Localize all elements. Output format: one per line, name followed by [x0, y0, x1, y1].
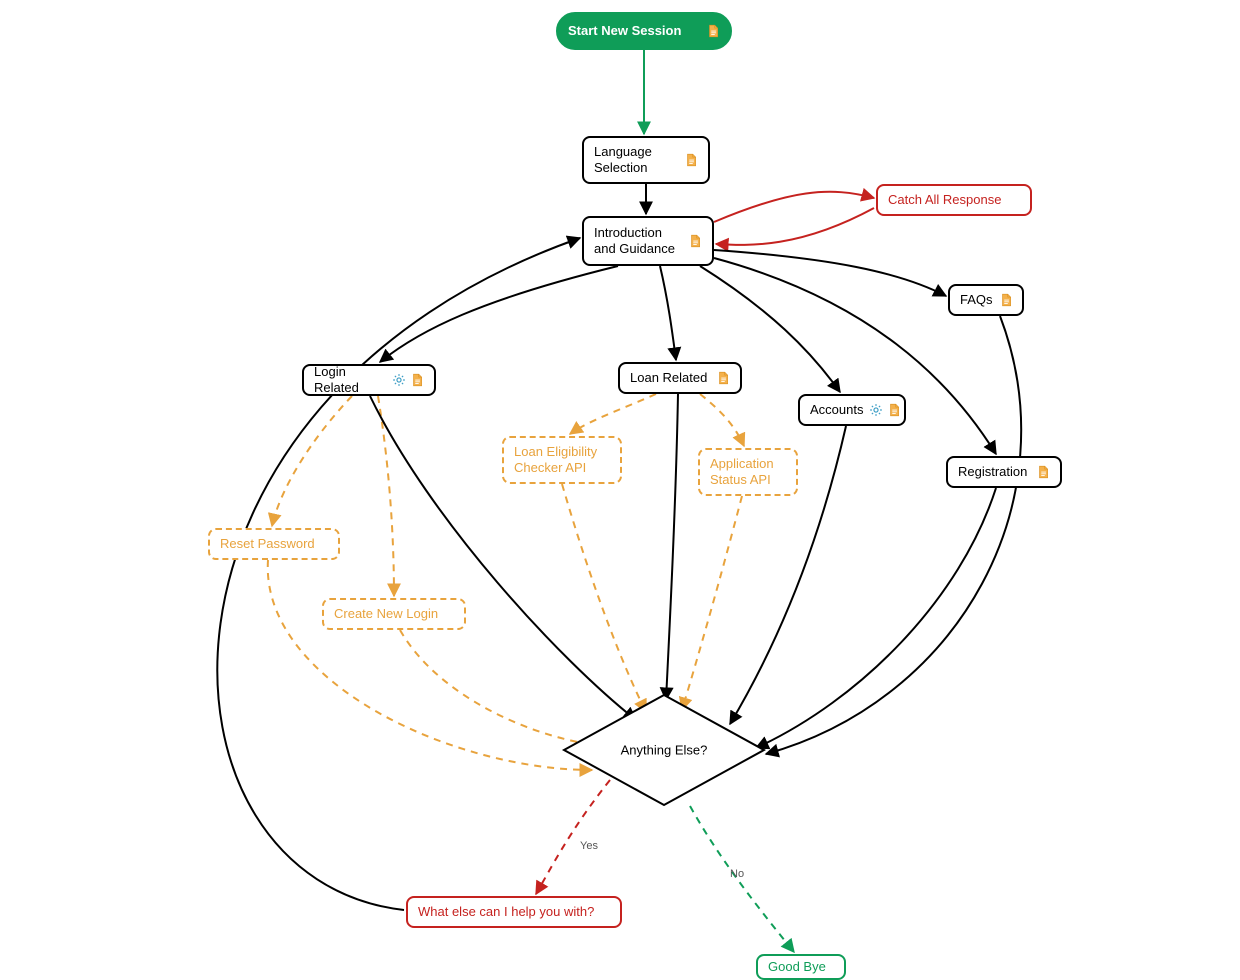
- edge-e3: [714, 192, 874, 222]
- edge-e14: [400, 630, 604, 746]
- doc-icon: [716, 371, 730, 385]
- edge-e3-back: [716, 208, 874, 245]
- node-label-loan: Loan Related: [630, 370, 710, 386]
- node-label-faqs: FAQs: [960, 292, 993, 308]
- node-appstatus[interactable]: ApplicationStatus API: [698, 448, 798, 496]
- gear-icon: [392, 373, 406, 387]
- node-icons-reg: [1036, 465, 1050, 479]
- node-lang[interactable]: LanguageSelection: [582, 136, 710, 184]
- node-catch[interactable]: Catch All Response: [876, 184, 1032, 216]
- doc-icon: [410, 373, 424, 387]
- node-icons-start: [706, 24, 720, 38]
- edge-label-e22: Yes: [580, 840, 598, 852]
- doc-icon: [688, 234, 702, 248]
- node-accounts[interactable]: Accounts: [798, 394, 906, 426]
- edge-e18: [666, 394, 678, 700]
- node-label-lang: LanguageSelection: [594, 144, 678, 177]
- doc-icon: [999, 293, 1013, 307]
- node-label-newlogin: Create New Login: [334, 606, 454, 622]
- edge-e22: [536, 780, 610, 894]
- node-label-catch: Catch All Response: [888, 192, 1020, 208]
- node-label-login: Login Related: [314, 364, 386, 397]
- node-icons-accounts: [869, 403, 901, 417]
- node-label-reg: Registration: [958, 464, 1030, 480]
- node-reg[interactable]: Registration: [946, 456, 1062, 488]
- doc-icon: [706, 24, 720, 38]
- edge-e4: [714, 250, 946, 296]
- edge-e9: [272, 396, 352, 526]
- node-label-whatelse: What else can I help you with?: [418, 904, 610, 920]
- doc-icon: [684, 153, 698, 167]
- node-reset[interactable]: Reset Password: [208, 528, 340, 560]
- edge-e12: [700, 394, 744, 446]
- edge-e11: [570, 394, 656, 434]
- edge-e6: [660, 266, 676, 360]
- edge-e21: [766, 316, 1021, 754]
- edge-e5: [380, 266, 618, 362]
- edge-e15: [562, 484, 646, 712]
- node-intro[interactable]: Introductionand Guidance: [582, 216, 714, 266]
- edge-e13: [268, 560, 592, 770]
- node-login[interactable]: Login Related: [302, 364, 436, 396]
- node-label-intro: Introductionand Guidance: [594, 225, 682, 258]
- doc-icon: [1036, 465, 1050, 479]
- edge-e16: [682, 496, 742, 710]
- node-icons-lang: [684, 153, 698, 167]
- node-label-start: Start New Session: [568, 23, 700, 39]
- node-faqs[interactable]: FAQs: [948, 284, 1024, 316]
- node-label-eligibility: Loan EligibilityChecker API: [514, 444, 610, 477]
- node-eligibility[interactable]: Loan EligibilityChecker API: [502, 436, 622, 484]
- doc-icon: [887, 403, 901, 417]
- node-icons-intro: [688, 234, 702, 248]
- node-newlogin[interactable]: Create New Login: [322, 598, 466, 630]
- node-icons-login: [392, 373, 424, 387]
- node-label-goodbye: Good Bye: [768, 959, 834, 975]
- node-start[interactable]: Start New Session: [556, 12, 732, 50]
- node-whatelse[interactable]: What else can I help you with?: [406, 896, 622, 928]
- edge-e24: [217, 238, 580, 910]
- gear-icon: [869, 403, 883, 417]
- node-icons-loan: [716, 371, 730, 385]
- node-label-accounts: Accounts: [810, 402, 863, 418]
- node-label-anything: Anything Else?: [621, 743, 708, 758]
- node-icons-faqs: [999, 293, 1013, 307]
- node-label-reset: Reset Password: [220, 536, 328, 552]
- node-goodbye[interactable]: Good Bye: [756, 954, 846, 980]
- edge-label-e23: No: [730, 868, 744, 880]
- node-label-appstatus: ApplicationStatus API: [710, 456, 786, 489]
- node-loan[interactable]: Loan Related: [618, 362, 742, 394]
